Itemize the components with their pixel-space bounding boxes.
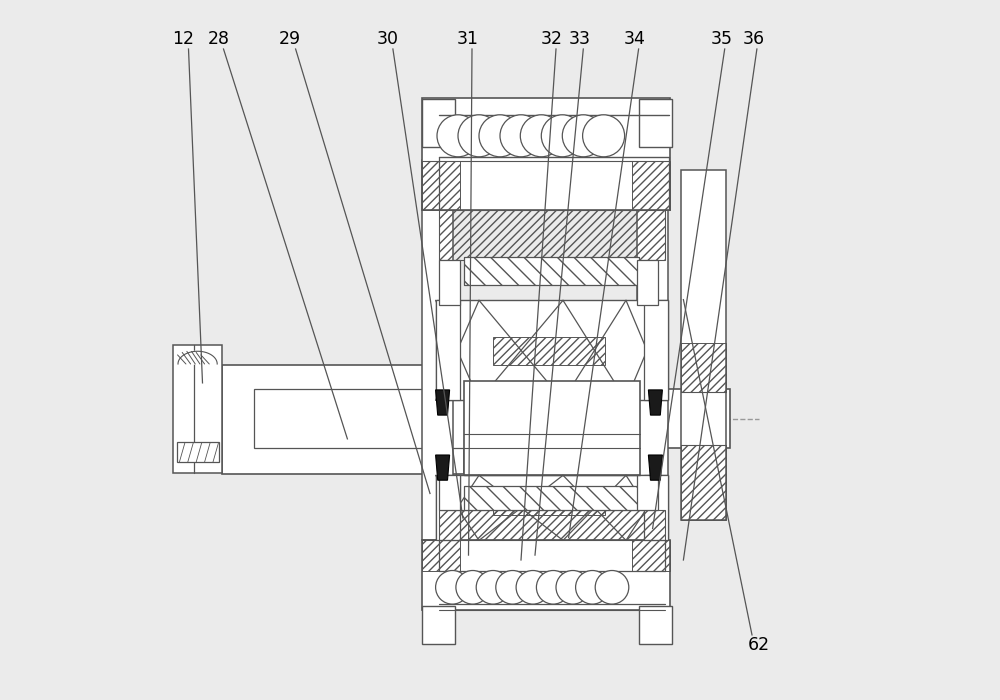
Bar	[637, 475, 658, 510]
Circle shape	[541, 115, 583, 157]
Circle shape	[436, 570, 469, 604]
Circle shape	[437, 115, 479, 157]
Circle shape	[576, 570, 609, 604]
Bar	[422, 540, 460, 570]
Bar	[436, 475, 460, 540]
Text: 28: 28	[208, 29, 230, 48]
Bar	[464, 257, 639, 285]
Bar	[422, 98, 670, 210]
Bar	[422, 99, 455, 147]
Bar	[254, 389, 464, 448]
Bar	[681, 343, 726, 392]
Bar	[436, 300, 668, 400]
Text: 30: 30	[377, 29, 399, 48]
Circle shape	[458, 115, 500, 157]
Bar	[439, 510, 664, 540]
Text: 31: 31	[457, 29, 479, 48]
Bar	[422, 606, 455, 644]
Bar	[173, 345, 222, 473]
Text: 33: 33	[569, 29, 591, 48]
Circle shape	[516, 570, 550, 604]
Text: 29: 29	[279, 29, 301, 48]
Text: 62: 62	[748, 636, 770, 655]
Bar	[644, 475, 668, 540]
Bar	[439, 210, 664, 260]
Circle shape	[476, 570, 510, 604]
Circle shape	[556, 570, 590, 604]
Bar	[681, 445, 726, 520]
Bar	[632, 161, 670, 210]
Bar	[439, 475, 460, 510]
Circle shape	[583, 115, 625, 157]
Bar	[464, 486, 639, 510]
Bar	[493, 337, 605, 365]
Bar	[639, 99, 672, 147]
Bar	[436, 475, 668, 540]
Text: 35: 35	[710, 29, 732, 48]
Bar	[464, 381, 640, 475]
Bar	[436, 300, 460, 400]
Bar	[632, 540, 670, 570]
Bar	[644, 300, 668, 400]
Circle shape	[595, 570, 629, 604]
Bar	[681, 170, 726, 520]
Polygon shape	[648, 455, 662, 480]
Circle shape	[456, 570, 490, 604]
Bar	[464, 257, 639, 285]
Bar	[562, 389, 730, 448]
Polygon shape	[436, 455, 450, 480]
Bar	[177, 442, 219, 462]
Bar	[493, 487, 605, 515]
Polygon shape	[436, 390, 450, 415]
Bar	[637, 160, 668, 540]
Bar	[464, 486, 639, 510]
Bar	[422, 161, 460, 210]
Bar	[639, 606, 672, 644]
Circle shape	[496, 570, 529, 604]
Circle shape	[536, 570, 570, 604]
Text: 12: 12	[173, 29, 195, 48]
Circle shape	[500, 115, 542, 157]
Polygon shape	[648, 390, 662, 415]
Bar	[422, 540, 670, 610]
Bar	[637, 260, 658, 304]
Polygon shape	[178, 351, 217, 364]
Text: 34: 34	[623, 29, 645, 48]
Bar	[439, 260, 460, 304]
Text: 32: 32	[541, 29, 563, 48]
Circle shape	[562, 115, 604, 157]
Text: 36: 36	[742, 29, 764, 48]
Bar	[422, 160, 453, 540]
Circle shape	[520, 115, 562, 157]
Circle shape	[479, 115, 521, 157]
Bar	[222, 365, 464, 474]
